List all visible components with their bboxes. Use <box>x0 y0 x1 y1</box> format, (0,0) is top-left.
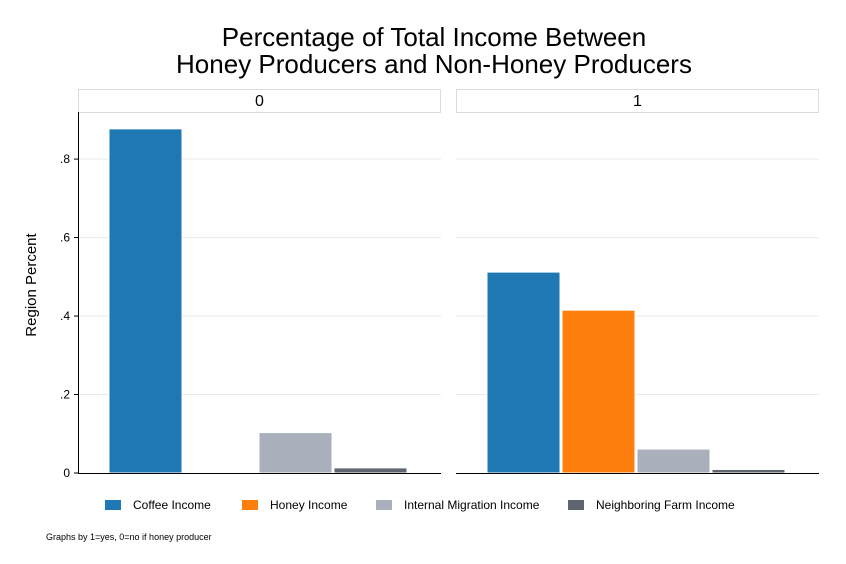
legend-swatch-2 <box>242 500 258 510</box>
legend-label-2: Honey Income <box>270 498 348 512</box>
y-tick-label-3: .6 <box>60 231 70 245</box>
legend-swatch-3 <box>376 500 392 510</box>
legend-swatch-1 <box>105 500 121 510</box>
bar-0-3 <box>258 432 333 474</box>
panel-header-label-1: 1 <box>633 93 642 110</box>
bar-0-4 <box>333 467 408 474</box>
panel-0: 0 0 .2 .4 .6 .8 <box>60 89 441 480</box>
legend-label-3: Internal Migration Income <box>404 498 540 512</box>
bar-1-2 <box>561 309 636 474</box>
bar-1-1 <box>486 271 561 474</box>
bar-0-1 <box>108 128 183 474</box>
panels: 0 0 .2 .4 .6 .8 1 <box>60 89 819 480</box>
legend-label-1: Coffee Income <box>133 498 211 512</box>
y-tick-label-2: .4 <box>60 309 70 323</box>
panel-header-0 <box>78 89 441 113</box>
y-axis-title: Region Percent <box>23 232 40 336</box>
y-tick-label-0: 0 <box>63 466 70 480</box>
panel-header-label-0: 0 <box>255 93 264 110</box>
panel-1: 1 <box>456 89 819 474</box>
y-tick-label-1: .2 <box>60 388 70 402</box>
bar-1-4 <box>711 468 786 474</box>
chart-note: Graphs by 1=yes, 0=no if honey producer <box>46 532 212 542</box>
legend-label-4: Neighboring Farm Income <box>596 498 735 512</box>
chart-title: Percentage of Total Income Between Honey… <box>176 22 692 79</box>
bar-1-3 <box>636 448 711 474</box>
y-tick-label-4: .8 <box>60 152 70 166</box>
panel-header-1 <box>456 89 819 113</box>
chart-title-line-1: Percentage of Total Income Between <box>222 22 646 52</box>
chart-title-line-2: Honey Producers and Non-Honey Producers <box>176 49 692 79</box>
legend: Coffee Income Honey Income Internal Migrat… <box>105 498 735 512</box>
legend-swatch-4 <box>568 500 584 510</box>
